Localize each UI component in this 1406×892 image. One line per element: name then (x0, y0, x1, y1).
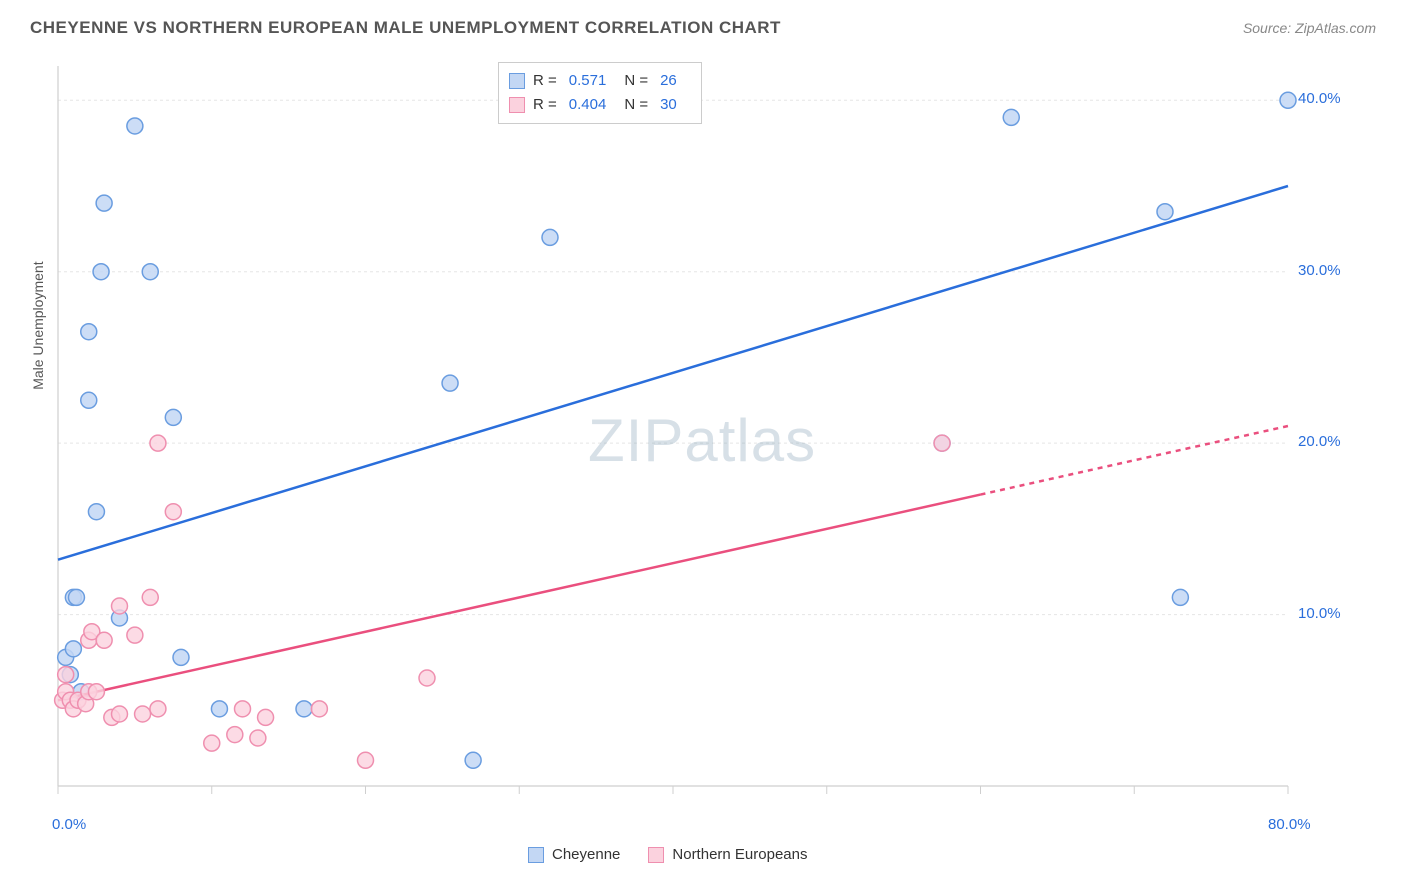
r-label: R = (533, 69, 557, 93)
legend-swatch (528, 847, 544, 863)
y-axis-label: Male Unemployment (30, 261, 46, 389)
n-value: 26 (660, 69, 677, 93)
legend-swatch (509, 73, 525, 89)
series-label: Cheyenne (552, 846, 620, 863)
x-tick-label: 80.0% (1268, 816, 1311, 833)
chart-title: CHEYENNE VS NORTHERN EUROPEAN MALE UNEMP… (30, 18, 781, 38)
series-legend-item: Cheyenne (528, 846, 620, 863)
legend-swatch (509, 97, 525, 113)
stats-legend-row: R = 0.571 N = 26 (509, 69, 687, 93)
y-tick-label: 20.0% (1298, 433, 1341, 450)
legend-swatch (648, 847, 664, 863)
y-tick-label: 30.0% (1298, 262, 1341, 279)
n-label: N = (624, 69, 648, 93)
y-tick-label: 40.0% (1298, 90, 1341, 107)
y-tick-label: 10.0% (1298, 605, 1341, 622)
chart-container: Male Unemployment ZIPatlas R =0.571N =26… (48, 56, 1376, 836)
series-legend: Cheyenne Northern Europeans (528, 846, 807, 863)
series-label: Northern Europeans (672, 846, 807, 863)
stats-legend: R = 0.571 N = 26 R = 0.404 N = 30 (498, 62, 702, 124)
series-legend-item: Northern Europeans (648, 846, 807, 863)
n-label: N = (624, 93, 648, 117)
r-value: 0.404 (569, 93, 607, 117)
source-label: Source: ZipAtlas.com (1243, 20, 1376, 36)
scatter-chart (48, 56, 1348, 816)
x-tick-label: 0.0% (52, 816, 86, 833)
stats-legend-row: R = 0.404 N = 30 (509, 93, 687, 117)
header-bar: CHEYENNE VS NORTHERN EUROPEAN MALE UNEMP… (0, 0, 1406, 48)
r-label: R = (533, 93, 557, 117)
n-value: 30 (660, 93, 677, 117)
r-value: 0.571 (569, 69, 607, 93)
